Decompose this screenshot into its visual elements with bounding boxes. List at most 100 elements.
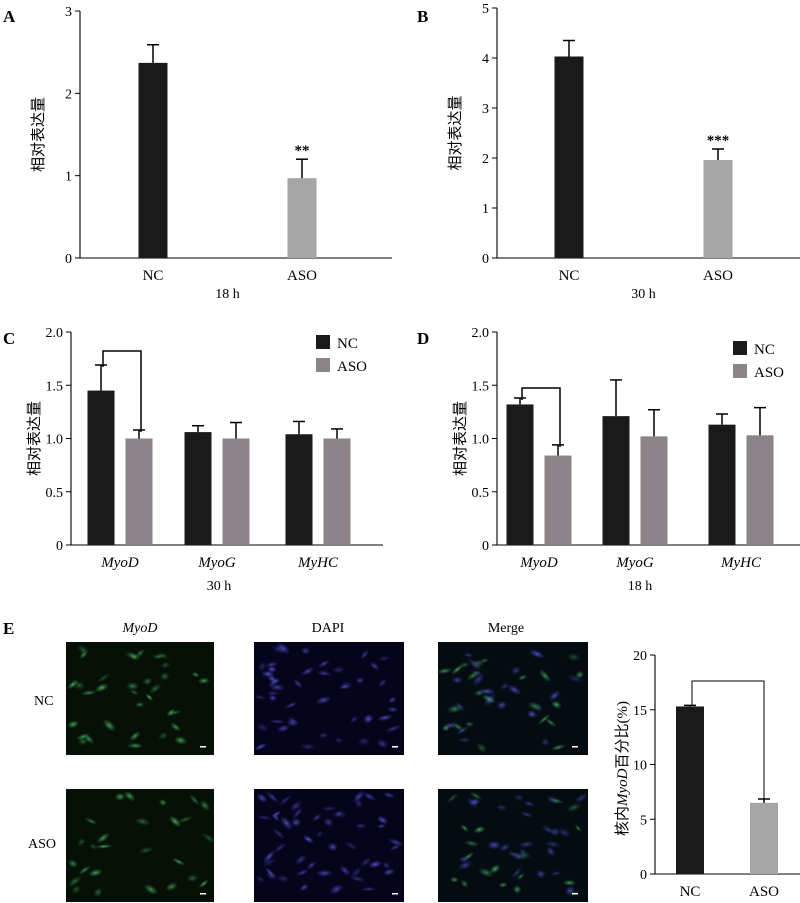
cell-nucleus xyxy=(527,710,537,718)
cell-nucleus xyxy=(77,838,86,846)
y-tick-label-b: 0 xyxy=(482,252,489,267)
cell-nucleus xyxy=(363,713,372,723)
cell-nucleus xyxy=(115,793,126,801)
cell-nucleus xyxy=(254,743,267,751)
bar-c-nc-0 xyxy=(87,390,115,545)
cell-nucleus xyxy=(539,669,551,682)
cell-nucleus xyxy=(472,673,485,686)
cell-nucleus xyxy=(460,824,469,832)
cell-nucleus xyxy=(520,811,533,818)
cell-nucleus xyxy=(142,677,153,685)
cell-nucleus xyxy=(499,844,510,852)
cell-nucleus xyxy=(191,672,200,678)
y-axis-label-a: 相对表达量 xyxy=(30,97,47,172)
bar-a-aso xyxy=(287,178,317,258)
cell-nucleus xyxy=(95,844,112,849)
cell-nucleus xyxy=(330,884,343,895)
cell-nucleus xyxy=(575,671,584,679)
bar-a-nc xyxy=(138,62,168,259)
cell-nucleus xyxy=(567,653,581,661)
cell-nucleus xyxy=(377,823,386,829)
y-tick-label-e: 5 xyxy=(640,813,647,828)
cell-nucleus xyxy=(363,792,376,801)
y-tick-label-c: 0.5 xyxy=(46,486,64,501)
y-tick-label-d: 1.0 xyxy=(472,433,490,448)
cell-nucleus xyxy=(383,792,395,799)
bar-c-aso-1 xyxy=(222,438,250,545)
legend-label-c: NC xyxy=(337,336,358,352)
cell-nucleus xyxy=(83,733,95,744)
cell-nucleus xyxy=(436,667,453,674)
cell-nucleus xyxy=(542,825,555,834)
micrograph-row-label-nc: NC xyxy=(34,694,53,709)
bar-d-aso-1 xyxy=(640,436,668,545)
cell-nucleus xyxy=(189,794,200,805)
cell-nucleus xyxy=(67,720,79,729)
cell-nucleus xyxy=(73,681,85,690)
cell-nucleus xyxy=(199,800,210,811)
cell-nucleus xyxy=(368,860,382,868)
cell-nucleus xyxy=(255,876,265,883)
cell-nucleus xyxy=(84,817,98,825)
bar-e-nc xyxy=(676,706,704,874)
cell-nucleus xyxy=(177,816,193,824)
cell-nucleus xyxy=(270,719,285,724)
y-tick-label-a: 2 xyxy=(65,87,72,102)
micrograph-title-merge: Merge xyxy=(488,621,524,636)
x-tick-label-d: MyoD xyxy=(519,555,558,571)
x-tick-label-d: MyHC xyxy=(720,555,762,571)
cell-nucleus xyxy=(71,885,81,894)
cell-nucleus xyxy=(377,816,388,824)
cell-nucleus xyxy=(385,725,401,733)
cell-nucleus xyxy=(514,853,523,860)
bar-d-nc-0 xyxy=(506,404,534,545)
cell-nucleus xyxy=(301,667,314,676)
cell-nucleus xyxy=(316,830,323,838)
cell-nucleus xyxy=(265,867,276,878)
cell-nucleus xyxy=(557,828,571,838)
cell-nucleus xyxy=(387,706,399,713)
cell-nucleus xyxy=(158,731,168,740)
cell-nucleus xyxy=(360,857,372,867)
cell-nucleus xyxy=(268,694,277,702)
panel-letter-e: E xyxy=(3,619,14,638)
cell-nucleus xyxy=(519,848,527,856)
cell-nucleus xyxy=(464,840,479,847)
cell-nucleus xyxy=(339,865,351,876)
cell-nucleus xyxy=(349,875,365,882)
cell-nucleus xyxy=(68,876,82,887)
cell-nucleus xyxy=(267,690,279,696)
cell-nucleus xyxy=(170,722,181,732)
cell-nucleus xyxy=(272,813,280,822)
y-tick-label-b: 4 xyxy=(482,52,489,67)
y-tick-label-b: 5 xyxy=(482,2,489,17)
cell-nucleus xyxy=(529,649,545,659)
cell-nucleus xyxy=(536,870,546,879)
cell-nucleus xyxy=(487,841,501,849)
cell-nucleus xyxy=(277,724,290,732)
cell-nucleus xyxy=(458,860,472,870)
cell-nucleus xyxy=(355,677,365,684)
cell-nucleus xyxy=(473,826,485,834)
y-axis-label-b: 相对表达量 xyxy=(447,95,464,170)
cell-nucleus xyxy=(547,795,559,805)
cell-nucleus xyxy=(551,744,566,751)
cell-nucleus xyxy=(269,683,285,691)
cell-nucleus xyxy=(358,737,370,746)
x-axis-label-c: 30 h xyxy=(207,579,232,594)
cell-nucleus xyxy=(254,694,266,700)
bar-c-nc-2 xyxy=(285,434,313,545)
y-tick-label-b: 1 xyxy=(482,202,489,217)
cell-nucleus xyxy=(263,850,275,863)
cell-nucleus xyxy=(96,832,110,844)
cell-nucleus xyxy=(172,858,185,866)
cell-nucleus xyxy=(95,683,109,692)
cell-nucleus xyxy=(388,696,397,704)
y-tick-label-a: 3 xyxy=(65,5,72,20)
cell-nucleus xyxy=(575,793,588,803)
bar-d-nc-1 xyxy=(602,416,630,545)
cell-nucleus xyxy=(497,701,507,710)
cell-nucleus xyxy=(332,666,345,674)
cell-nucleus xyxy=(271,678,280,685)
x-tick-label-b: NC xyxy=(559,268,580,284)
